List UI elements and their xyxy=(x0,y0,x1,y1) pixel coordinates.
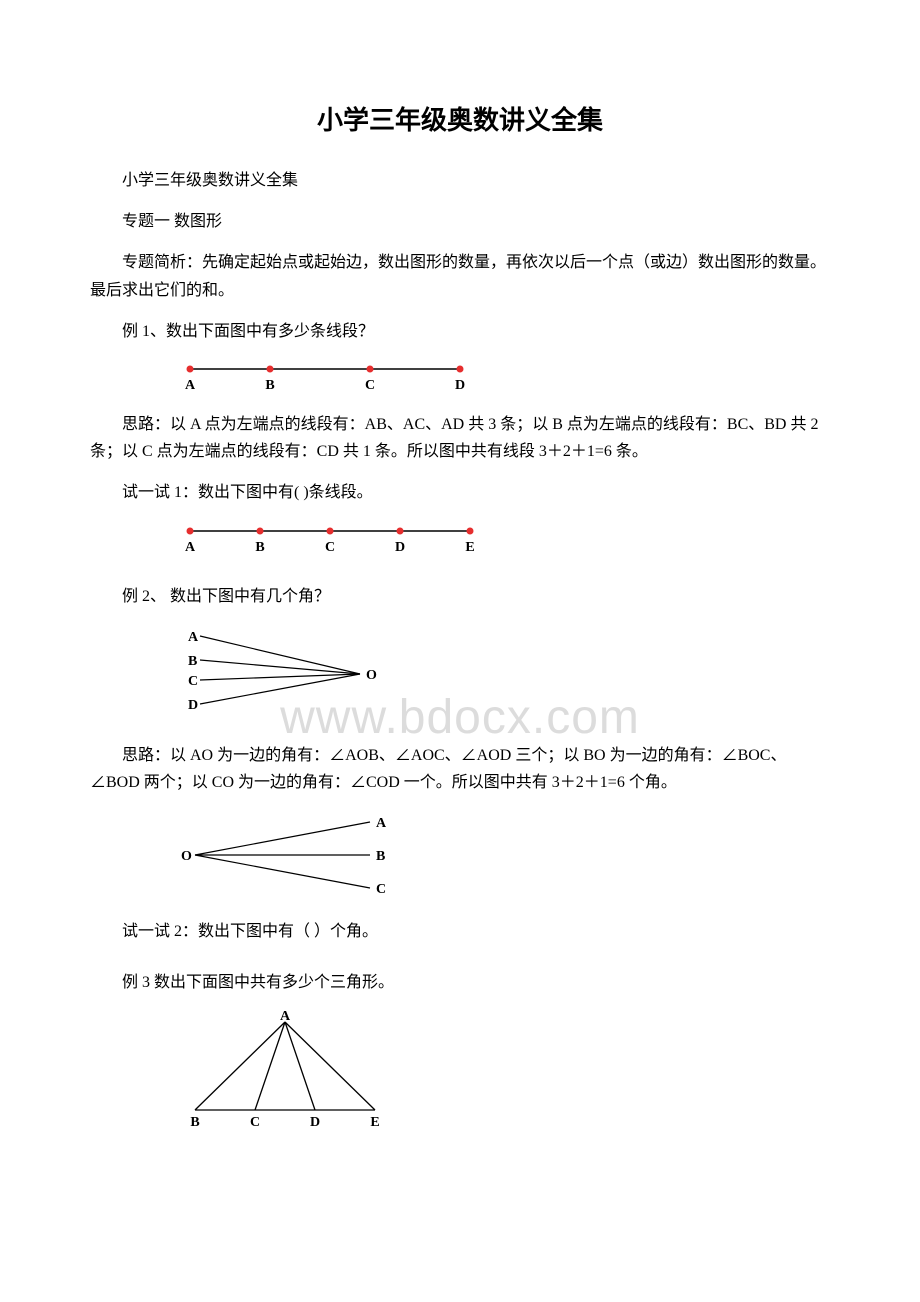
svg-text:D: D xyxy=(455,378,465,393)
topic-intro: 专题简析：先确定起始点或起始边，数出图形的数量，再依次以后一个点（或边）数出图形… xyxy=(90,249,830,303)
example3-diagram: B C D E A xyxy=(180,1010,830,1128)
angle-diagram-left-vertex: ABCD O xyxy=(180,624,390,716)
try1-title: 试一试 1：数出下图中有( )条线段。 xyxy=(90,479,830,506)
svg-text:C: C xyxy=(365,378,375,393)
svg-text:B: B xyxy=(265,378,274,393)
angle-diagram-right-vertex: A B C O xyxy=(180,810,390,902)
example1-diagram: A B C D xyxy=(180,359,830,395)
svg-text:D: D xyxy=(188,698,198,713)
svg-text:O: O xyxy=(366,668,377,683)
try1-diagram: A B C D E xyxy=(180,521,830,557)
example1-title: 例 1、数出下面图中有多少条线段？ xyxy=(90,318,830,345)
triangle-diagram: B C D E A xyxy=(180,1010,390,1128)
svg-text:E: E xyxy=(370,1115,379,1128)
svg-text:C: C xyxy=(376,882,386,897)
svg-text:D: D xyxy=(395,540,405,555)
svg-text:A: A xyxy=(185,540,196,555)
svg-text:B: B xyxy=(376,849,385,864)
svg-text:B: B xyxy=(255,540,264,555)
svg-text:C: C xyxy=(325,540,335,555)
topic-title: 专题一 数图形 xyxy=(90,208,830,235)
svg-text:D: D xyxy=(310,1115,320,1128)
svg-text:A: A xyxy=(280,1010,291,1024)
svg-text:A: A xyxy=(188,630,199,645)
svg-text:O: O xyxy=(181,849,192,864)
try2-title: 试一试 2：数出下图中有（ ）个角。 xyxy=(90,918,830,945)
line-segment-diagram-5pts: A B C D E xyxy=(180,521,490,557)
svg-text:E: E xyxy=(465,540,474,555)
svg-text:A: A xyxy=(185,378,196,393)
subtitle-text: 小学三年级奥数讲义全集 xyxy=(90,167,830,194)
page-title: 小学三年级奥数讲义全集 xyxy=(90,100,830,137)
svg-text:B: B xyxy=(190,1115,199,1128)
svg-text:C: C xyxy=(188,674,198,689)
svg-text:B: B xyxy=(188,654,197,669)
example3-title: 例 3 数出下面图中共有多少个三角形。 xyxy=(90,969,830,996)
example2-analysis: 思路：以 AO 为一边的角有：∠AOB、∠AOC、∠AOD 三个；以 BO 为一… xyxy=(90,742,830,796)
example1-analysis: 思路：以 A 点为左端点的线段有：AB、AC、AD 共 3 条；以 B 点为左端… xyxy=(90,411,830,465)
svg-text:A: A xyxy=(376,816,387,831)
example2-diagram-right: A B C O xyxy=(180,810,830,902)
example2-title: 例 2、 数出下图中有几个角？ xyxy=(90,583,830,610)
line-segment-diagram-4pts: A B C D xyxy=(180,359,480,395)
example2-diagram-left: ABCD O xyxy=(180,624,830,716)
svg-text:C: C xyxy=(250,1115,260,1128)
